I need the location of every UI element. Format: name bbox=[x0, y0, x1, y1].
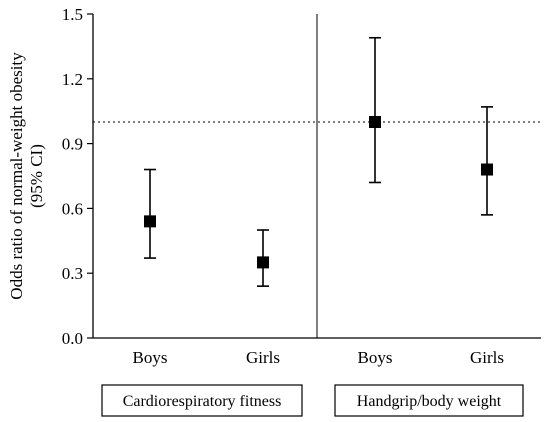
data-point-group bbox=[144, 168, 156, 259]
y-tick-label: 1.5 bbox=[62, 5, 83, 24]
x-category-label: Girls bbox=[470, 348, 504, 367]
point-marker bbox=[481, 163, 493, 176]
group-label: Handgrip/body weight bbox=[357, 393, 502, 410]
x-axis-labels: Boys Girls Boys Girls bbox=[133, 348, 504, 367]
y-tick-label: 0.0 bbox=[62, 329, 83, 348]
x-category-label: Boys bbox=[358, 348, 393, 367]
x-category-label: Boys bbox=[133, 348, 168, 367]
y-tick-label: 0.9 bbox=[62, 135, 83, 154]
y-axis-label-line: (95% CI) bbox=[27, 144, 46, 208]
y-axis-ticks: 0.0 0.3 0.6 0.9 1.2 1.5 bbox=[62, 5, 93, 348]
axes bbox=[92, 14, 541, 339]
point-marker bbox=[257, 256, 269, 269]
x-category-label: Girls bbox=[246, 348, 280, 367]
y-tick-label: 1.2 bbox=[62, 70, 83, 89]
data-point-group bbox=[481, 106, 493, 216]
data-point-group bbox=[369, 36, 381, 184]
y-tick-label: 0.6 bbox=[62, 199, 83, 218]
data-point-group bbox=[257, 229, 269, 287]
point-marker bbox=[369, 116, 381, 128]
point-marker bbox=[144, 215, 156, 228]
group-labels: Cardiorespiratory fitness Handgrip/body w… bbox=[101, 384, 524, 417]
group-label: Cardiorespiratory fitness bbox=[123, 393, 282, 410]
group-label-box bbox=[101, 384, 303, 417]
group-label-box bbox=[334, 384, 524, 417]
data-marks bbox=[144, 36, 493, 287]
y-axis-label: Odds ratio of normal-weight obesity (95% … bbox=[7, 52, 46, 300]
y-tick-label: 0.3 bbox=[62, 264, 83, 283]
y-axis-label-line: Odds ratio of normal-weight obesity bbox=[7, 52, 26, 300]
